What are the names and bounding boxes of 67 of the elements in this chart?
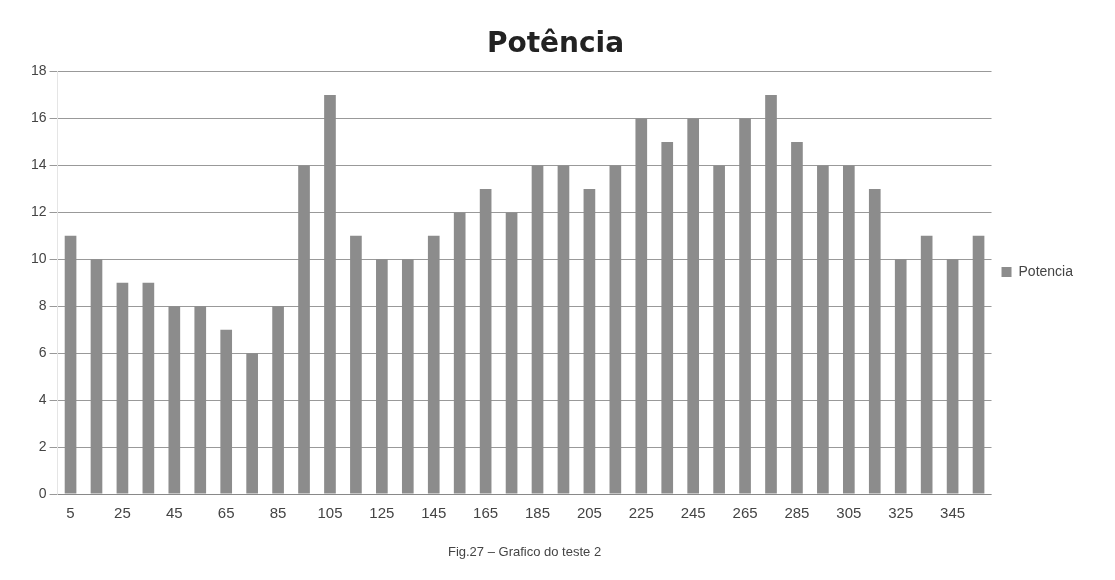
bar [531, 165, 544, 494]
bar [64, 235, 77, 494]
x-tick-label: 265 [732, 504, 758, 522]
bar [479, 188, 492, 494]
bar [168, 306, 181, 494]
bar [765, 95, 777, 494]
bar [298, 165, 310, 494]
bar [376, 259, 388, 494]
bar [920, 235, 933, 494]
x-tick-label: 145 [421, 504, 447, 522]
bar [687, 118, 700, 494]
chart-title: Potência [486, 26, 625, 60]
bar [894, 259, 907, 494]
y-tick-label: 12 [30, 203, 47, 220]
bar [453, 212, 466, 494]
bar [817, 165, 829, 494]
legend-label: Potencia [1018, 262, 1074, 279]
bar [972, 235, 985, 494]
bar [116, 282, 129, 494]
x-tick-label: 45 [165, 504, 183, 522]
bar [868, 188, 881, 494]
bar [505, 212, 518, 494]
x-tick-label: 125 [369, 504, 395, 522]
bar [90, 259, 103, 494]
bar [427, 235, 440, 494]
bar [583, 188, 596, 494]
caption: Fig.27 – Grafico do teste 2 [447, 544, 602, 559]
y-tick-label: 16 [30, 109, 47, 126]
x-tick-label: 85 [269, 504, 287, 522]
x-tick-label: 105 [317, 504, 343, 522]
bar [946, 259, 959, 494]
x-tick-label: 165 [473, 504, 499, 522]
bar [791, 142, 803, 494]
bar [842, 165, 855, 494]
y-tick-label: 18 [30, 62, 47, 79]
bar [401, 259, 414, 494]
bar [220, 329, 233, 494]
bar [350, 235, 362, 494]
bar [713, 165, 725, 494]
x-tick-label: 25 [114, 504, 131, 522]
y-tick-label: 2 [38, 437, 47, 454]
x-tick-label: 185 [525, 504, 551, 522]
x-tick-label: 285 [784, 504, 810, 522]
bar [246, 353, 258, 494]
x-tick-label: 65 [217, 504, 235, 522]
y-tick-label: 8 [38, 297, 47, 314]
x-tick-label: 305 [836, 504, 862, 522]
y-tick-label: 14 [30, 156, 47, 173]
bar [142, 282, 155, 494]
y-tick-label: 4 [38, 390, 47, 407]
x-tick-label: 325 [888, 504, 914, 522]
bar [272, 306, 284, 494]
x-tick-label: 225 [628, 504, 654, 522]
bar [609, 165, 622, 494]
x-tick-label: 245 [680, 504, 706, 522]
y-tick-label: 6 [38, 344, 47, 361]
bar [739, 118, 751, 494]
bar [661, 142, 674, 494]
x-tick-label: 345 [940, 504, 966, 522]
bar [635, 118, 648, 494]
y-tick-label: 0 [38, 484, 47, 501]
bar [324, 95, 336, 494]
bar [557, 165, 570, 494]
y-tick-label: 10 [30, 250, 47, 267]
x-tick-label: 5 [66, 504, 75, 522]
bar [194, 306, 207, 494]
x-tick-label: 205 [576, 504, 602, 522]
